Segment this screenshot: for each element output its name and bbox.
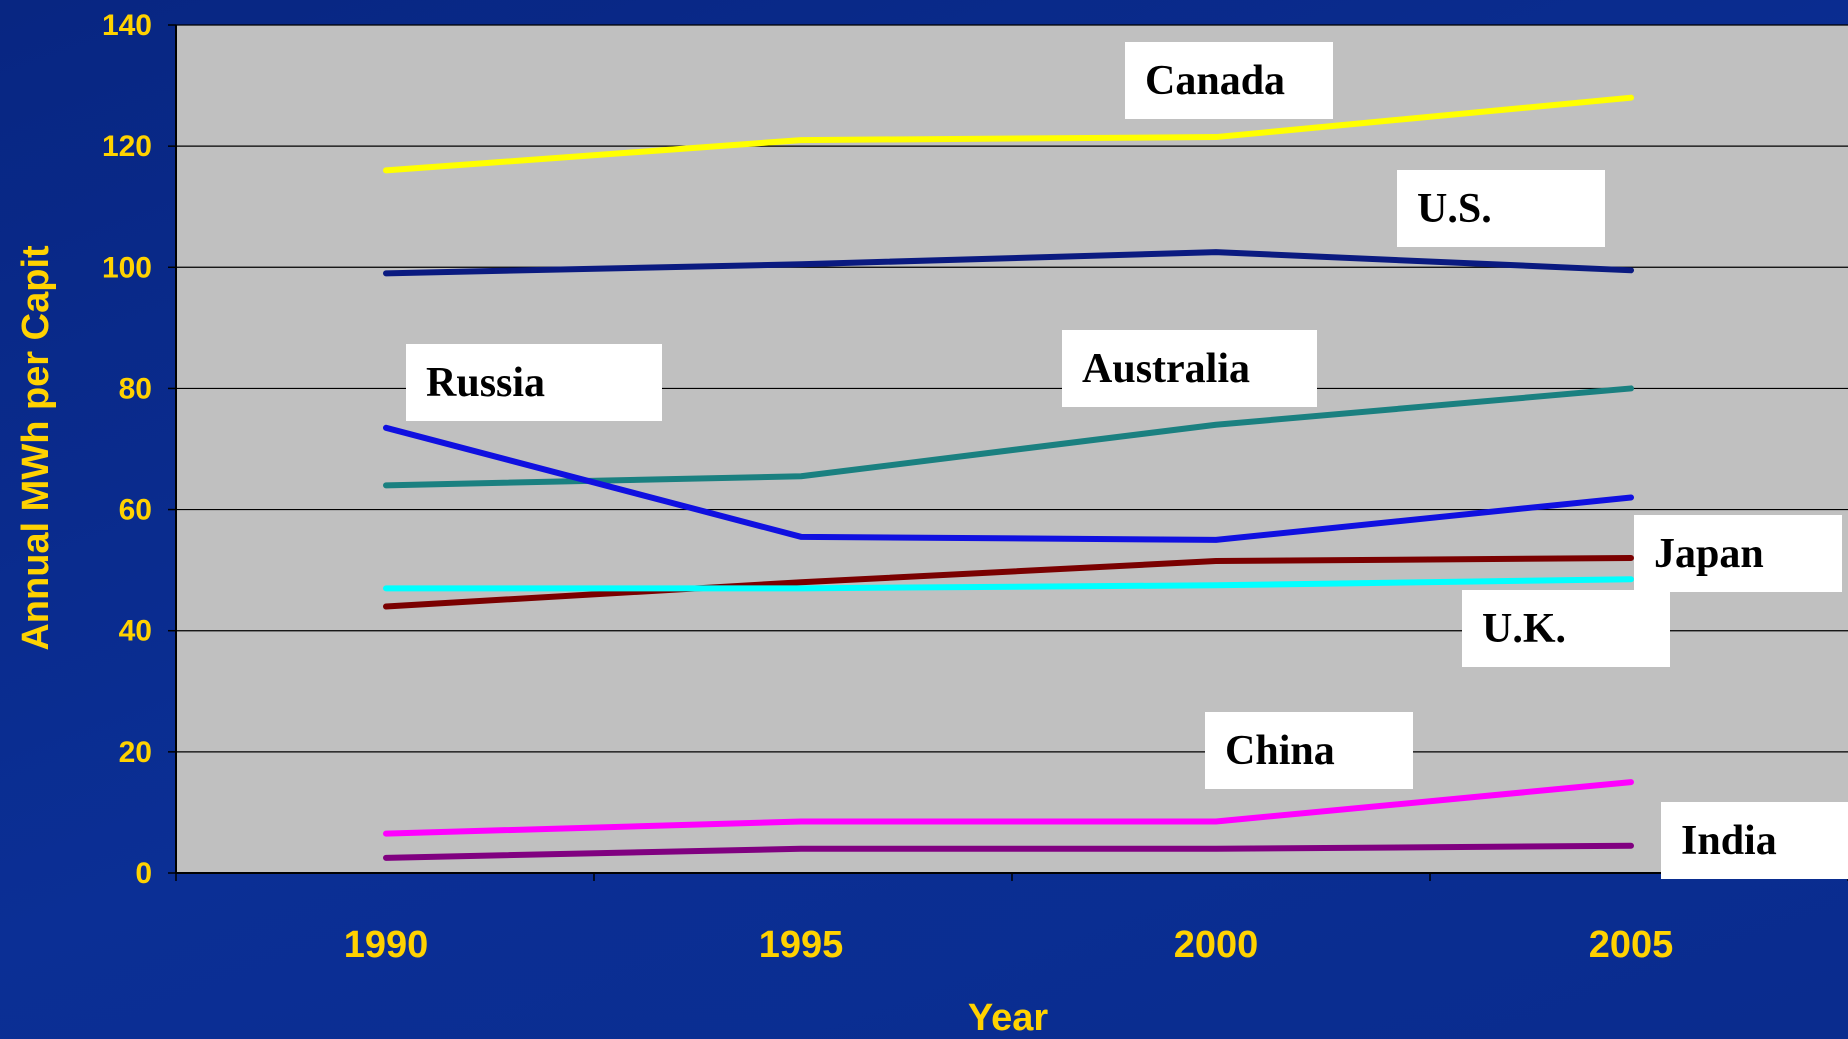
series-label-russia: Russia: [406, 344, 662, 421]
x-axis-title: Year: [968, 997, 1049, 1039]
series-line-uk: [383, 576, 1634, 592]
y-tick-label: 20: [119, 736, 152, 769]
y-tick-label: 80: [119, 372, 152, 405]
series-label-text: India: [1681, 818, 1777, 864]
series-label-japan: Japan: [1634, 515, 1842, 592]
y-tick-label: 0: [135, 857, 152, 890]
series-label-text: Canada: [1145, 58, 1285, 104]
y-tick-label: 40: [119, 615, 152, 648]
series-line-japan: [383, 555, 1634, 610]
series-line-china: [383, 779, 1634, 837]
series-label-text: Australia: [1082, 346, 1250, 392]
series-label-text: U.K.: [1482, 606, 1566, 652]
x-tick-label: 1995: [759, 924, 844, 966]
y-tick-label: 120: [102, 130, 152, 163]
series-label-india: India: [1661, 802, 1848, 879]
series-label-text: Russia: [426, 360, 545, 406]
series-label-uk: U.K.: [1462, 590, 1670, 667]
y-tick-label: 100: [102, 251, 152, 284]
y-axis-title: Annual MWh per Capit: [15, 245, 57, 651]
y-tick-label: 60: [119, 494, 152, 527]
series-label-text: U.S.: [1417, 186, 1492, 232]
series-label-box: [406, 344, 662, 421]
series-label-canada: Canada: [1125, 42, 1333, 119]
y-tick-label: 140: [102, 9, 152, 42]
series-line-russia: [383, 424, 1634, 543]
x-tick-label: 2000: [1174, 924, 1259, 966]
series-label-us: U.S.: [1397, 170, 1605, 247]
series-line-india: [383, 842, 1634, 861]
series-label-box: [1125, 42, 1333, 119]
series-label-box: [1462, 590, 1670, 667]
series-label-australia: Australia: [1062, 330, 1317, 407]
series-label-box: [1661, 802, 1848, 879]
series-label-box: [1634, 515, 1842, 592]
series-label-box: [1205, 712, 1413, 789]
x-tick-label: 1990: [344, 924, 429, 966]
series-label-box: [1062, 330, 1317, 407]
series-line-us: [383, 249, 1634, 277]
series-label-china: China: [1205, 712, 1413, 789]
series-line-canada: [383, 94, 1634, 174]
series-label-box: [1397, 170, 1605, 247]
x-tick-label: 2005: [1589, 924, 1674, 966]
series-label-text: China: [1225, 728, 1335, 774]
series-label-text: Japan: [1654, 531, 1764, 577]
